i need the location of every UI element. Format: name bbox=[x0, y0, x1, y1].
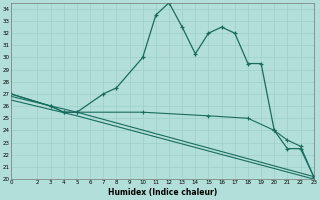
X-axis label: Humidex (Indice chaleur): Humidex (Indice chaleur) bbox=[108, 188, 217, 197]
